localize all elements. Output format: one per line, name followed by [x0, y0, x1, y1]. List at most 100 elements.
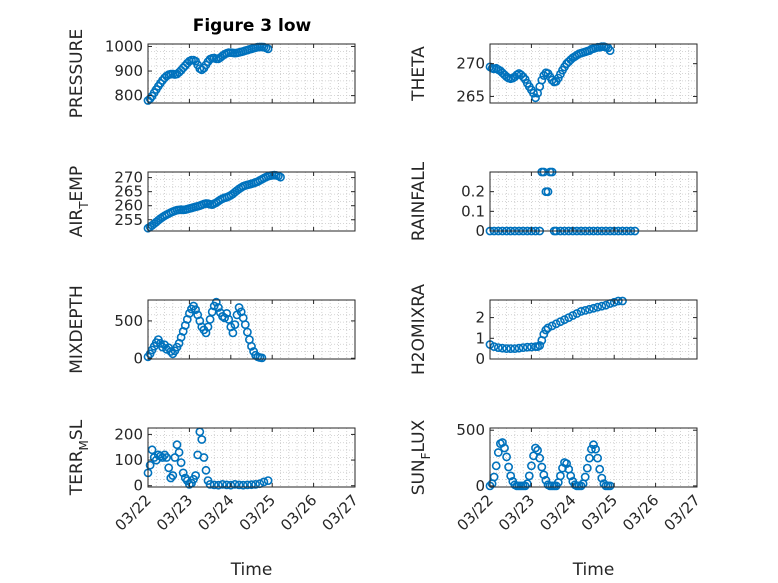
- subplot-2-data-point: [529, 88, 538, 98]
- subplot-6-data-point: [539, 329, 549, 339]
- subplot-6-data-point: [572, 309, 582, 318]
- subplot-1-axes-frame: [147, 43, 356, 104]
- subplot-4-ytick-label: 0.2: [461, 183, 485, 201]
- subplot-5-data-point: [220, 313, 229, 323]
- subplot-3-ylabel-rest: EMP: [67, 166, 87, 202]
- subplot-6-data-point: [493, 343, 503, 352]
- subplot-8-data-point: [597, 473, 607, 483]
- subplot-7-data-point: [247, 480, 256, 490]
- subplot-8-ylabel: SUNFLUX: [409, 419, 433, 495]
- subplot-5-data-point: [203, 322, 213, 332]
- subplot-6-data-point: [518, 343, 528, 352]
- subplot-8-data-point: [580, 472, 590, 482]
- subplot-6-data-point: [535, 341, 545, 350]
- subplot-8-data-point: [562, 459, 571, 468]
- subplot-6-data-point: [597, 301, 607, 311]
- subplot-7-data-point: [251, 479, 260, 489]
- subplot-5-ytick-label: 500: [114, 312, 143, 330]
- subplot-6-ytick-label: 1: [475, 329, 485, 347]
- subplot-6-data-point: [593, 302, 602, 312]
- subplot-6-data-point: [560, 315, 569, 325]
- subplot-5-data-point: [213, 303, 223, 312]
- subplot-4-ylabel: RAINFALL: [409, 161, 429, 241]
- subplot-1: 800 900 1000 PRESSURE: [67, 29, 356, 118]
- subplot-8-data-point: [537, 462, 547, 472]
- subplot-2-ytick-label: 270: [456, 55, 485, 73]
- subplot-1-ytick-label: 1000: [105, 37, 143, 55]
- subplot-7-data-point: [222, 480, 232, 490]
- subplot-5-data-point: [191, 305, 200, 315]
- subplot-7-ylabel-main: TERR: [67, 450, 87, 496]
- subplot-8-data-point: [493, 448, 503, 457]
- subplot-6-data-point: [543, 323, 553, 333]
- subplot-7-data-point: [226, 480, 236, 490]
- subplot-6-data-point: [601, 300, 611, 310]
- subplot-8-data-point: [535, 453, 545, 463]
- subplot-2-ylabel: THETA: [409, 46, 429, 102]
- subplot-7-data-point: [197, 435, 207, 444]
- subplot-4: 0 0.10.2 RAINFALL: [409, 161, 698, 241]
- subplot-5-data-point: [211, 297, 221, 307]
- subplot-5-data-point: [166, 347, 176, 356]
- subplot-4-ytick-label: 0: [475, 222, 485, 240]
- subplot-8-axes-frame: [489, 427, 698, 488]
- subplot-6-data-point: [585, 304, 594, 314]
- subplot-3-ytick-label: 270: [114, 169, 143, 187]
- subplot-6-data-point: [589, 303, 598, 313]
- subplot-4-data-point: [543, 187, 553, 197]
- subplot-8-data-point: [576, 481, 586, 491]
- subplot-7-data-point: [234, 480, 244, 490]
- subplot-8-data-point: [591, 444, 600, 454]
- subplot-8-ytick-label: 500: [456, 421, 485, 439]
- subplot-5-axes-frame: [147, 299, 356, 360]
- subplot-5-ylabel: MIXDEPTH: [67, 285, 87, 374]
- subplot-7-data-point: [174, 447, 184, 457]
- subplot-7-axes-frame: [147, 427, 356, 488]
- subplot-8-data-point: [593, 453, 602, 463]
- subplot-1-ylabel: PRESSURE: [67, 29, 87, 118]
- subplot-3-ylabel-subscript: T: [77, 201, 91, 210]
- subplot-7-data-point: [205, 479, 215, 489]
- subplot-8-ylabel-subscript: F: [419, 452, 433, 459]
- subplot-7-data-point: [201, 465, 211, 475]
- subplot-6-data-point: [541, 325, 551, 335]
- subplot-6-data-point: [497, 343, 507, 353]
- subplot-8-data-point: [504, 462, 513, 472]
- subplot-5-ytick-label: 0: [133, 349, 143, 367]
- subplot-3-ylabel: AIRTEMP: [67, 166, 91, 237]
- subplot-8-data-point: [500, 443, 509, 453]
- subplot-8-data-point: [506, 471, 516, 481]
- subplot-7-data-point: [199, 453, 209, 462]
- subplot-6-ylabel: H2OMIXRA: [409, 284, 429, 375]
- subplot-8-data-point: [541, 475, 551, 485]
- subplot-4-ytick-label: 0.1: [461, 202, 485, 220]
- subplot-6-data-point: [510, 344, 520, 353]
- subplot-3-ylabel-main: AIR: [67, 209, 87, 238]
- subplot-5-data-point: [240, 320, 250, 329]
- subplot-7-ylabel-rest: SL: [67, 419, 87, 440]
- subplot-5: 0 500 MIXDEPTH: [67, 285, 356, 374]
- subplot-8-ylabel-rest: LUX: [409, 419, 429, 452]
- subplot-8-data-point: [531, 443, 540, 453]
- subplot-8-data-point: [533, 445, 542, 455]
- subplot-8-data-point: [585, 453, 594, 463]
- subplot-2-ytick-label: 265: [456, 87, 485, 105]
- subplot-5-data-point: [230, 320, 240, 329]
- subplot-3-axes-frame: [147, 171, 356, 232]
- subplot-6-data-point: [576, 306, 586, 316]
- subplot-7-data-point: [238, 480, 248, 490]
- subplot-5-data-point: [224, 314, 234, 324]
- subplot-7-data-point: [162, 453, 171, 462]
- subplot-6-data-point: [551, 319, 561, 329]
- subplot-7-xlabel: Time: [230, 560, 273, 580]
- subplot-8-ytick-label: 0: [475, 477, 485, 495]
- subplot-8-data-point: [491, 461, 501, 471]
- subplot-4-background: [490, 172, 697, 231]
- subplot-7-data-point: [263, 476, 273, 485]
- subplot-6-data-point: [618, 296, 627, 306]
- subplot-3-ytick-label: 255: [114, 211, 143, 229]
- subplot-2-data-point: [605, 46, 615, 55]
- subplot-7-ytick-label: 200: [114, 425, 143, 443]
- subplot-1-data-point: [263, 44, 273, 54]
